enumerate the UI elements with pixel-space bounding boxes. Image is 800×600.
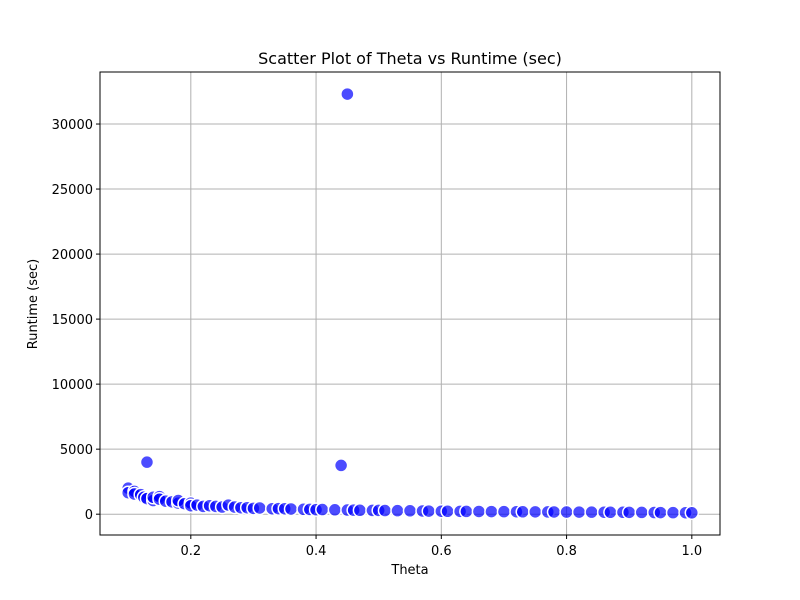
chart-title: Scatter Plot of Theta vs Runtime (sec): [258, 49, 562, 68]
x-tick-label: 1.0: [681, 544, 702, 559]
y-tick-label: 20000: [52, 248, 93, 263]
data-point: [515, 504, 530, 520]
data-point: [621, 505, 637, 520]
data-point: [252, 500, 267, 516]
data-point: [546, 504, 562, 520]
x-tick-label: 0.4: [306, 544, 327, 559]
data-point: [327, 502, 343, 518]
data-point: [390, 503, 405, 518]
y-tick-label: 10000: [52, 378, 93, 393]
y-tick-label: 30000: [52, 118, 93, 133]
data-point: [315, 502, 330, 517]
data-point: [139, 454, 155, 470]
data-point: [484, 504, 499, 519]
x-tick-label: 0.8: [556, 544, 577, 559]
data-point: [665, 505, 681, 520]
y-axis-title: Runtime (sec): [26, 259, 41, 350]
x-axis-title: Theta: [390, 563, 428, 578]
data-point: [471, 504, 487, 519]
data-point: [352, 503, 368, 518]
x-axis-ticks: 0.2 0.4 0.6 0.8 1.0: [180, 535, 702, 559]
y-tick-label: 15000: [52, 313, 93, 328]
data-point: [377, 503, 393, 518]
data-point: [528, 504, 543, 520]
data-point: [440, 504, 455, 519]
data-point: [634, 505, 649, 520]
data-point: [571, 504, 587, 520]
data-point: [340, 86, 355, 102]
y-tick-label: 0: [85, 508, 93, 523]
data-point: [653, 505, 668, 520]
grid-lines: [100, 72, 720, 535]
y-tick-label: 5000: [60, 443, 93, 458]
data-point: [559, 504, 574, 520]
y-tick-label: 25000: [52, 183, 93, 198]
data-point: [333, 458, 349, 473]
data-point: [421, 503, 437, 519]
data-point: [603, 505, 618, 520]
plot-area-frame: [99, 71, 721, 536]
data-point: [684, 505, 700, 521]
x-tick-label: 0.2: [180, 544, 201, 559]
data-points: [120, 86, 700, 521]
data-point: [496, 504, 512, 519]
data-point: [402, 503, 418, 519]
data-point: [283, 501, 299, 517]
x-tick-label: 0.6: [431, 544, 452, 559]
y-axis-ticks: 0 5000 10000 15000 20000 25000 30000: [52, 118, 100, 523]
data-point: [584, 504, 599, 520]
data-point: [459, 504, 474, 519]
